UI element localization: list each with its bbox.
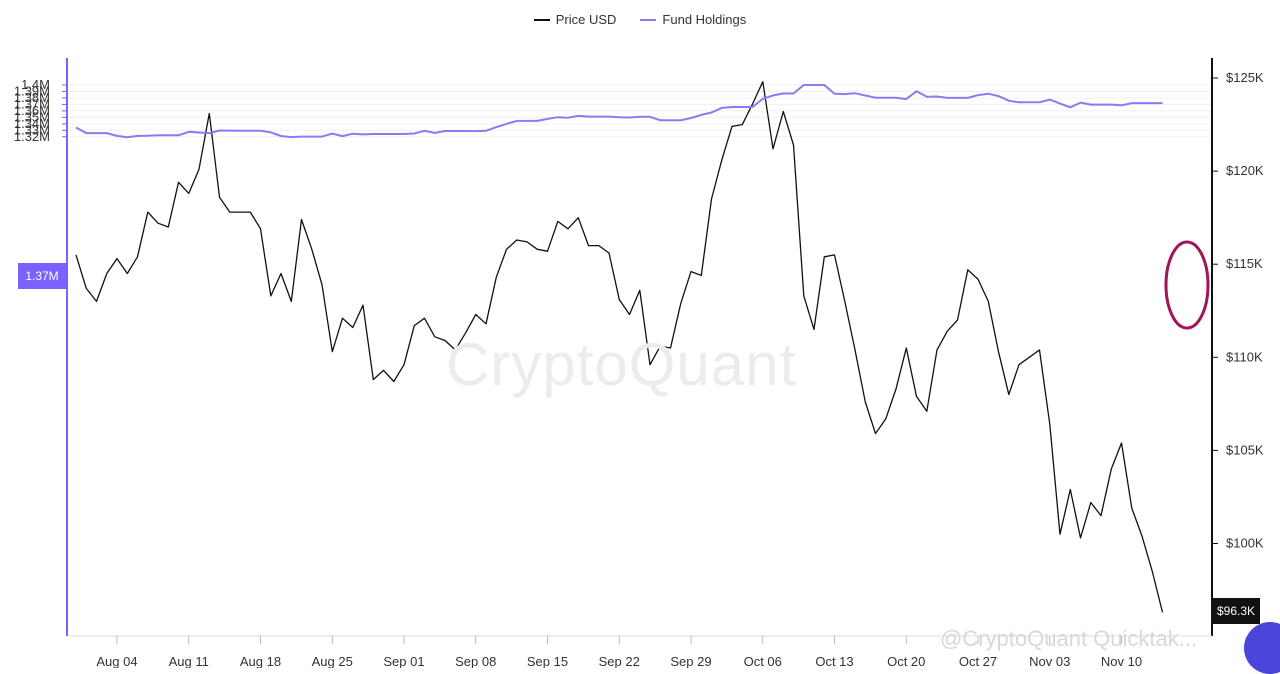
left-tick-label: 1.38M xyxy=(14,90,50,105)
grid-lines xyxy=(68,84,1212,138)
left-tick-label: 1.35M xyxy=(14,109,50,124)
legend: Price USD Fund Holdings xyxy=(0,12,1280,27)
x-tick-label: Aug 18 xyxy=(240,654,281,668)
right-tick-label: $105K xyxy=(1226,442,1264,457)
left-tick-label: 1.36M xyxy=(14,103,50,118)
right-tick-label: $110K xyxy=(1226,349,1263,364)
series-lines xyxy=(75,81,1164,613)
series-line-price-usd xyxy=(75,81,1164,613)
left-tick-label: 1.37M xyxy=(14,96,50,111)
left-axis: 1.4M1.39M1.38M1.37M1.36M1.35M1.34M1.33M1… xyxy=(14,58,68,636)
left-tick-label: 1.33M xyxy=(14,122,50,137)
x-axis: Aug 04 Aug 11 Aug 18 Aug 25 Sep 01 Sep 08 Sep … xyxy=(68,635,1212,668)
chat-button[interactable] xyxy=(1244,622,1280,674)
x-tick-label: Nov 10 xyxy=(1101,654,1142,668)
x-tick-label: Sep 15 xyxy=(527,654,568,668)
x-tick-label: Aug 25 xyxy=(312,654,353,668)
x-tick-label: Oct 20 xyxy=(887,654,925,668)
legend-swatch-holdings xyxy=(640,18,657,21)
right-tick-label: $125K xyxy=(1226,70,1264,85)
right-tick-label: $120K xyxy=(1226,163,1264,178)
right-axis: $125K $120K $115K $110K $105K $100K xyxy=(1211,58,1264,636)
right-tick-label: $115K xyxy=(1226,256,1263,271)
x-tick-label: Sep 01 xyxy=(383,654,424,668)
right-tick-label: $100K xyxy=(1226,536,1264,551)
highlight-circle xyxy=(1164,240,1210,330)
x-tick-label: Aug 11 xyxy=(169,654,209,668)
x-tick-label: Oct 06 xyxy=(744,654,782,668)
left-tick-label: 1.34M xyxy=(14,116,50,131)
x-tick-label: Sep 08 xyxy=(455,654,496,668)
x-tick-label: Sep 29 xyxy=(670,654,711,668)
left-tick-label: 1.39M xyxy=(14,83,50,98)
x-tick-label: Nov 03 xyxy=(1029,654,1070,668)
legend-label-price: Price USD xyxy=(555,12,617,27)
legend-label-holdings: Fund Holdings xyxy=(662,12,747,27)
watermark: CryptoQuant xyxy=(446,331,798,398)
current-price-badge: $96.3K xyxy=(1212,598,1260,624)
x-tick-label: Oct 13 xyxy=(815,654,853,668)
x-tick-label: Oct 27 xyxy=(959,654,997,668)
current-holdings-badge: 1.37M xyxy=(18,263,66,289)
x-tick-label: Aug 04 xyxy=(96,654,137,668)
legend-swatch-price xyxy=(533,18,550,21)
series-line-fund-holdings xyxy=(75,84,1163,139)
legend-item-price[interactable]: Price USD xyxy=(533,12,617,27)
author-credit: @CryptoQuant Quicktak... xyxy=(940,626,1198,651)
left-tick-label: 1.4M xyxy=(21,77,50,92)
x-tick-label: Sep 22 xyxy=(599,654,640,668)
legend-item-holdings[interactable]: Fund Holdings xyxy=(640,12,746,27)
left-tick-label: 1.32M xyxy=(14,129,50,144)
